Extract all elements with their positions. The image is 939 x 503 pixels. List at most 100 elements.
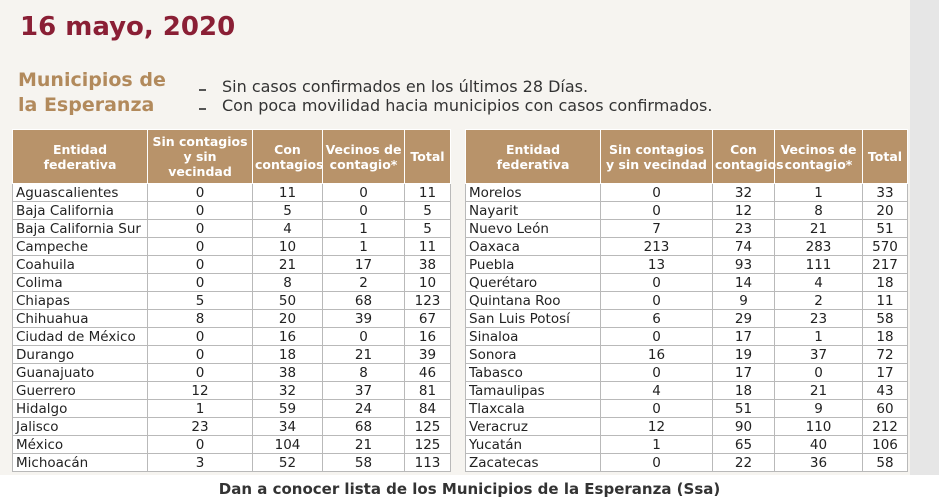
cell-value: 90	[712, 417, 775, 436]
cell-value: 32	[712, 183, 775, 202]
cell-value: 50	[252, 291, 323, 310]
state-name: San Luis Potosí	[465, 309, 601, 328]
state-name: Guerrero	[12, 381, 148, 400]
cell-value: 9	[712, 291, 775, 310]
cell-value: 23	[774, 309, 863, 328]
cell-value: 17	[322, 255, 405, 274]
column-header: Con contagios	[712, 129, 784, 184]
cell-value: 13	[600, 255, 713, 274]
side-strip	[910, 0, 939, 475]
caption: Dan a conocer lista de los Municipios de…	[0, 475, 939, 503]
cell-value: 21	[252, 255, 323, 274]
cell-value: 0	[774, 363, 863, 382]
table-row: Hidalgo 1 59 24 84	[12, 399, 451, 418]
table-row: Puebla 13 93 111 217	[465, 255, 908, 274]
cell-value: 67	[404, 309, 451, 328]
state-name: Sinaloa	[465, 327, 601, 346]
table-row: Morelos 0 32 1 33	[465, 183, 908, 202]
cell-value: 33	[862, 183, 908, 202]
cell-value: 17	[712, 327, 775, 346]
state-name: Chihuahua	[12, 309, 148, 328]
cell-value: 3	[147, 453, 253, 472]
cell-value: 0	[600, 183, 713, 202]
cell-value: 37	[774, 345, 863, 364]
state-name: Colima	[12, 273, 148, 292]
cell-value: 43	[862, 381, 908, 400]
cell-value: 11	[404, 183, 451, 202]
state-name: Nayarit	[465, 201, 601, 220]
state-name: Chiapas	[12, 291, 148, 310]
state-name: Nuevo León	[465, 219, 601, 238]
cell-value: 51	[712, 399, 775, 418]
state-name: Oaxaca	[465, 237, 601, 256]
cell-value: 0	[322, 327, 405, 346]
table-row: Colima 0 8 2 10	[12, 273, 451, 292]
cell-value: 125	[404, 417, 451, 436]
cell-value: 12	[600, 417, 713, 436]
cell-value: 6	[600, 309, 713, 328]
column-header: Entidad federativa	[465, 129, 601, 184]
cell-value: 111	[774, 255, 863, 274]
table-row: Veracruz 12 90 110 212	[465, 417, 908, 436]
table-row: Querétaro 0 14 4 18	[465, 273, 908, 292]
cell-value: 40	[774, 435, 863, 454]
cell-value: 570	[862, 237, 908, 256]
cell-value: 14	[712, 273, 775, 292]
cell-value: 0	[147, 219, 253, 238]
state-name: Zacatecas	[465, 453, 601, 472]
bullet	[199, 89, 206, 91]
cell-value: 29	[712, 309, 775, 328]
table-row: Guanajuato 0 38 8 46	[12, 363, 451, 382]
cell-value: 21	[774, 381, 863, 400]
cell-value: 0	[600, 399, 713, 418]
cell-value: 213	[600, 237, 713, 256]
state-name: Campeche	[12, 237, 148, 256]
cell-value: 2	[774, 291, 863, 310]
header-row: Entidad federativa Sin contagios y sin ve…	[465, 129, 908, 184]
state-name: Yucatán	[465, 435, 601, 454]
table-row: Campeche 0 10 1 11	[12, 237, 451, 256]
cell-value: 17	[862, 363, 908, 382]
cell-value: 17	[712, 363, 775, 382]
date-title: 16 mayo, 2020	[20, 12, 236, 42]
table-row: Chiapas 5 50 68 123	[12, 291, 451, 310]
cell-value: 1	[774, 183, 863, 202]
cell-value: 12	[712, 201, 775, 220]
state-name: Coahuila	[12, 255, 148, 274]
cell-value: 23	[712, 219, 775, 238]
table-row: Michoacán 3 52 58 113	[12, 453, 451, 472]
column-header: Vecinos de contagio*	[774, 129, 863, 184]
column-header: Con contagios	[252, 129, 324, 184]
cell-value: 10	[404, 273, 451, 292]
cell-value: 283	[774, 237, 863, 256]
state-name: Guanajuato	[12, 363, 148, 382]
table-row: Tabasco 0 17 0 17	[465, 363, 908, 382]
cell-value: 11	[862, 291, 908, 310]
cell-value: 58	[862, 453, 908, 472]
column-header: Total	[862, 129, 908, 184]
cell-value: 16	[252, 327, 323, 346]
state-name: Durango	[12, 345, 148, 364]
cell-value: 21	[322, 345, 405, 364]
bullet	[199, 108, 206, 110]
state-name: Tlaxcala	[465, 399, 601, 418]
cell-value: 51	[862, 219, 908, 238]
state-name: Michoacán	[12, 453, 148, 472]
cell-value: 0	[600, 363, 713, 382]
state-name: Tabasco	[465, 363, 601, 382]
cell-value: 18	[712, 381, 775, 400]
cell-value: 9	[774, 399, 863, 418]
cell-value: 20	[252, 309, 323, 328]
cell-value: 0	[147, 327, 253, 346]
cell-value: 1	[322, 237, 405, 256]
column-header: Vecinos de contagio*	[322, 129, 405, 184]
column-header: Sin contagios y sin vecindad	[600, 129, 713, 184]
cell-value: 1	[600, 435, 713, 454]
cell-value: 32	[252, 381, 323, 400]
table-row: Quintana Roo 0 9 2 11	[465, 291, 908, 310]
table-row: Guerrero 12 32 37 81	[12, 381, 451, 400]
cell-value: 1	[774, 327, 863, 346]
cell-value: 0	[600, 291, 713, 310]
cell-value: 0	[147, 345, 253, 364]
cell-value: 110	[774, 417, 863, 436]
